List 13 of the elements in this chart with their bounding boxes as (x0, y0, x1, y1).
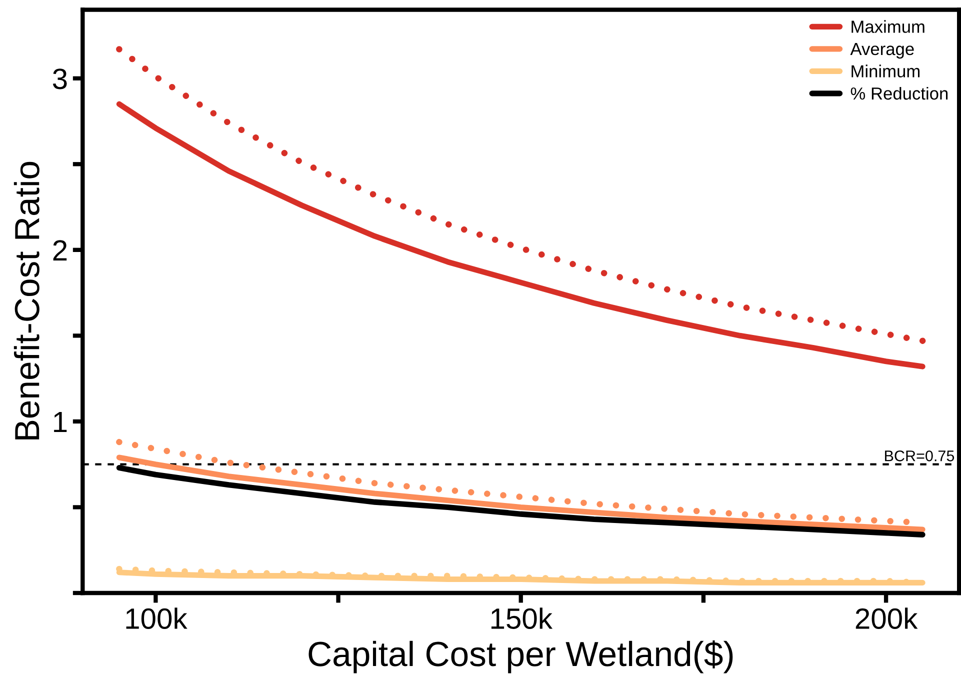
legend-label: Minimum (852, 64, 920, 78)
ref-line-label: BCR=0.75 (885, 450, 954, 462)
legend-label: Maximum (852, 20, 924, 33)
x-tick-label: 200k (856, 608, 918, 629)
legend-label: Average (850, 43, 914, 59)
x-axis-title: Capital Cost per Wetland($) (308, 640, 733, 674)
y-axis-title: Benefit-Cost Ratio (14, 162, 40, 440)
y-tick-label: 1 (54, 412, 67, 432)
y-tick-label: 3 (52, 68, 67, 90)
y-tick-label: 2 (53, 240, 67, 260)
x-tick-label: 150k (491, 608, 553, 629)
legend-label: % Reduction (850, 86, 948, 100)
x-tick-label: 100k (126, 608, 188, 629)
